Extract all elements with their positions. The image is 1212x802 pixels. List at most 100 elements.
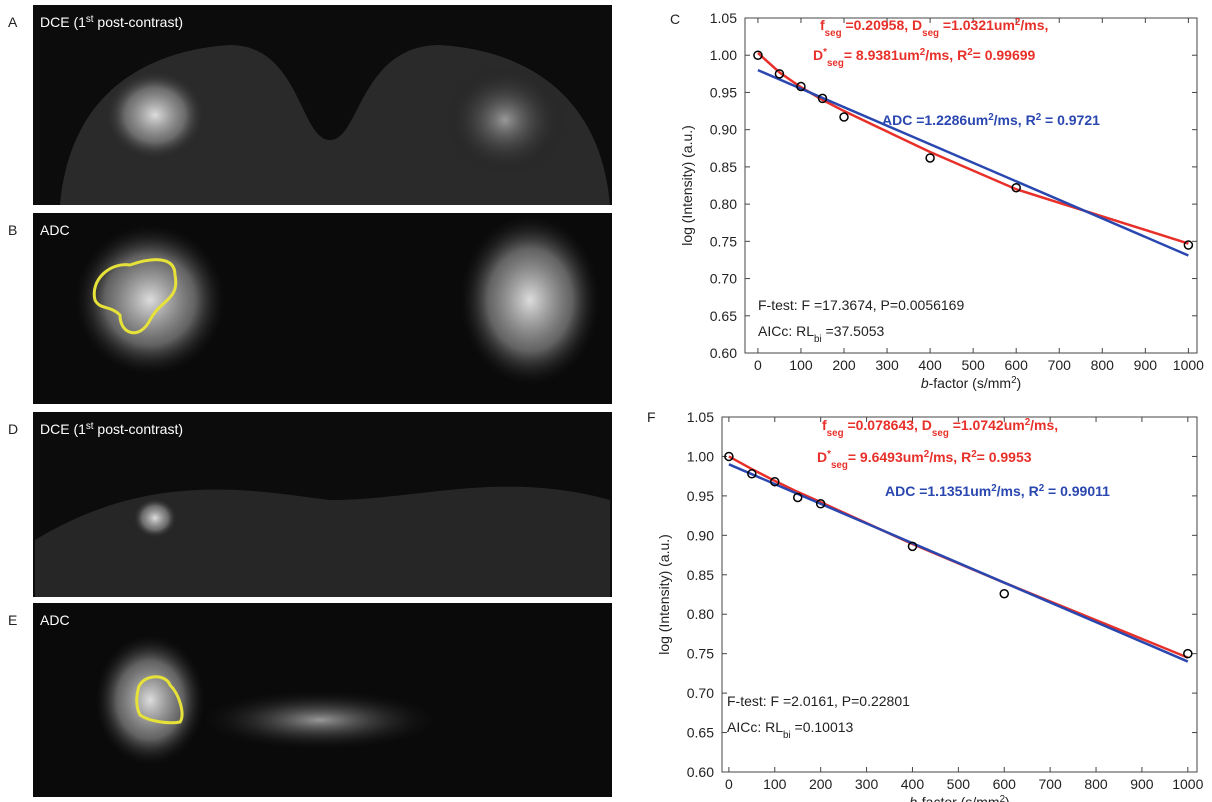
text-run: ADC =1.2286um bbox=[882, 112, 988, 128]
fit-line bbox=[728, 463, 1189, 663]
x-tick-label: 0 bbox=[754, 357, 762, 373]
y-tick-label: 0.65 bbox=[687, 725, 714, 741]
text-run: =0.10013 bbox=[791, 719, 854, 735]
y-tick-label: 0.80 bbox=[687, 606, 714, 622]
text-run: -factor (s/mm bbox=[917, 794, 999, 802]
data-point bbox=[817, 93, 828, 104]
panel-letter: D bbox=[8, 421, 18, 437]
panel-letter: B bbox=[8, 222, 17, 238]
x-tick-label: 1000 bbox=[1173, 357, 1204, 373]
text-run: 2 bbox=[1036, 112, 1042, 123]
stat-note: AICc: RLbi =37.5053 bbox=[758, 323, 885, 345]
text-run: ADC bbox=[40, 612, 70, 628]
y-tick-label: 1.05 bbox=[710, 10, 737, 26]
text-run: /ms, bbox=[1030, 417, 1058, 433]
text-run: 2 bbox=[991, 483, 997, 494]
text-run: = 0.99699 bbox=[973, 47, 1036, 63]
panel-letter: C bbox=[670, 11, 680, 27]
text-run: =1.0742um bbox=[949, 417, 1025, 433]
text-run: post-contrast) bbox=[94, 14, 183, 30]
text-run: seg bbox=[825, 28, 842, 39]
y-tick-label: 0.95 bbox=[687, 488, 714, 504]
mri-image bbox=[33, 412, 612, 597]
y-tick-label: 0.75 bbox=[710, 233, 737, 249]
x-tick-label: 100 bbox=[763, 776, 787, 792]
y-axis-label: log (Intensity) (a.u.) bbox=[656, 534, 672, 655]
data-point bbox=[839, 112, 849, 122]
fit-annotation: D*seg= 9.6493um2/ms, R2= 0.9953 bbox=[817, 449, 1032, 471]
x-tick-label: 900 bbox=[1134, 357, 1158, 373]
text-run: D bbox=[813, 47, 823, 63]
text-run: f bbox=[822, 417, 827, 433]
text-run: 2 bbox=[920, 47, 926, 58]
x-tick-label: 800 bbox=[1091, 357, 1115, 373]
y-tick-label: 0.85 bbox=[687, 567, 714, 583]
data-point bbox=[770, 476, 780, 487]
text-run: 2 bbox=[971, 449, 977, 460]
text-run: DCE (1 bbox=[40, 14, 86, 30]
text-run: = 9.6493um bbox=[848, 449, 924, 465]
y-tick-label: 0.70 bbox=[687, 685, 714, 701]
image-caption: DCE (1st post-contrast) bbox=[40, 14, 183, 31]
text-run: 2 bbox=[1011, 375, 1016, 386]
text-run: /ms, R bbox=[997, 483, 1039, 499]
x-tick-label: 100 bbox=[789, 357, 813, 373]
text-run: ) bbox=[1017, 375, 1022, 391]
text-run: = 0.9953 bbox=[977, 449, 1032, 465]
x-tick-label: 300 bbox=[875, 357, 899, 373]
x-tick-label: 200 bbox=[832, 357, 856, 373]
y-tick-label: 0.80 bbox=[710, 196, 737, 212]
x-tick-label: 300 bbox=[855, 776, 879, 792]
text-run: = 8.9381um bbox=[844, 47, 920, 63]
text-run: seg bbox=[827, 58, 844, 69]
image-caption: ADC bbox=[40, 612, 70, 628]
y-tick-label: 1.00 bbox=[687, 448, 714, 464]
y-tick-label: 0.65 bbox=[710, 308, 737, 324]
fit-annotation: fseg =0.20958, Dseg =1.0321um2/ms, bbox=[820, 17, 1048, 39]
data-point bbox=[747, 469, 757, 479]
x-axis-label: b-factor (s/mm2) bbox=[921, 375, 1021, 392]
x-tick-label: 800 bbox=[1084, 776, 1108, 792]
x-tick-label: 700 bbox=[1048, 357, 1072, 373]
text-run: ADC =1.1351um bbox=[885, 483, 991, 499]
x-tick-label: 400 bbox=[901, 776, 925, 792]
y-tick-label: 1.00 bbox=[710, 47, 737, 63]
mri-image bbox=[33, 5, 612, 205]
x-tick-label: 600 bbox=[1005, 357, 1029, 373]
text-run: 2 bbox=[1000, 794, 1005, 802]
text-run: seg bbox=[922, 28, 939, 39]
x-tick-label: 1000 bbox=[1172, 776, 1203, 792]
text-run: =37.5053 bbox=[822, 323, 885, 339]
fit-annotation: fseg =0.078643, Dseg =1.0742um2/ms, bbox=[822, 417, 1058, 439]
x-tick-label: 900 bbox=[1130, 776, 1154, 792]
mri-image bbox=[33, 213, 612, 404]
text-run: ADC bbox=[40, 222, 70, 238]
x-tick-label: 600 bbox=[993, 776, 1017, 792]
text-run: /ms, bbox=[1020, 17, 1048, 33]
y-tick-label: 0.75 bbox=[687, 646, 714, 662]
fit-annotation: D*seg= 8.9381um2/ms, R2= 0.99699 bbox=[813, 47, 1036, 69]
data-point bbox=[999, 588, 1009, 599]
y-tick-label: 0.70 bbox=[710, 271, 737, 287]
text-run: = 0.99011 bbox=[1044, 483, 1110, 499]
y-axis-label: log (Intensity) (a.u.) bbox=[679, 125, 695, 246]
text-run: 2 bbox=[1015, 17, 1021, 28]
y-tick-label: 0.85 bbox=[710, 159, 737, 175]
panel-letter: A bbox=[8, 14, 18, 30]
text-run: bi bbox=[814, 334, 822, 345]
panel-letter: F bbox=[647, 409, 656, 425]
y-tick-label: 0.90 bbox=[687, 527, 714, 543]
data-point bbox=[796, 81, 806, 92]
y-tick-label: 1.05 bbox=[687, 409, 714, 425]
data-point bbox=[792, 492, 803, 503]
text-run: /ms, R bbox=[994, 112, 1036, 128]
text-run: DCE (1 bbox=[40, 421, 86, 437]
text-run: seg bbox=[831, 460, 848, 471]
text-run: = 0.9721 bbox=[1041, 112, 1100, 128]
x-axis-label: b-factor (s/mm2) bbox=[909, 794, 1009, 802]
text-run: * bbox=[827, 449, 831, 460]
text-run: st bbox=[86, 14, 94, 25]
text-run: AICc: RL bbox=[758, 323, 814, 339]
text-run: f bbox=[820, 17, 825, 33]
